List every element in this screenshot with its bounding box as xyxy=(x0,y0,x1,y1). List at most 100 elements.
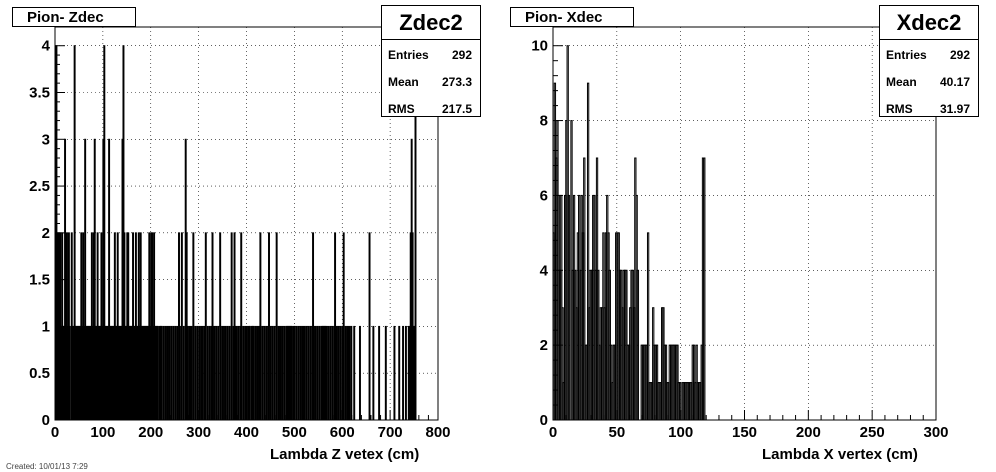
y-tick-label: 6 xyxy=(540,187,548,204)
histogram-bin xyxy=(368,232,371,421)
y-tick-label: 2 xyxy=(540,337,548,354)
chart-xdec: 0 50 100 150 200 250 300 0 2 4 6 8 10 xyxy=(531,26,949,441)
histogram-bin xyxy=(151,232,154,421)
histogram-bin xyxy=(586,82,590,421)
histogram-bin xyxy=(233,232,236,421)
histogram-bin xyxy=(703,157,706,421)
histogram-bin xyxy=(100,232,103,421)
histogram-bin xyxy=(402,325,405,421)
chart-title: Pion- Xdec xyxy=(510,7,634,27)
histogram-bin xyxy=(188,325,191,421)
histogram-bin xyxy=(583,157,586,421)
histogram-bin xyxy=(316,325,319,421)
histogram-bin xyxy=(318,325,321,421)
histogram-bin xyxy=(334,232,337,421)
y-tick-label: 2 xyxy=(42,225,50,242)
histogram-bin xyxy=(358,325,361,421)
histogram-bin xyxy=(275,232,278,421)
histogram-bin xyxy=(196,325,199,421)
histogram-bin xyxy=(67,232,70,421)
histogram-bin xyxy=(162,325,165,421)
histogram-bin xyxy=(70,232,73,421)
y-tick-label: 2.5 xyxy=(29,178,50,195)
histogram-bin xyxy=(237,325,240,421)
stats-rms-label: RMS xyxy=(886,102,913,116)
histogram-bin xyxy=(336,325,338,421)
histogram-bin xyxy=(221,325,224,421)
stats-entries: Entries 292 xyxy=(388,47,472,63)
histogram-bin xyxy=(393,325,396,421)
x-tick-label: 150 xyxy=(732,424,757,441)
x-tick-label: 300 xyxy=(186,424,211,441)
histogram-bin xyxy=(646,232,650,421)
histogram-bin xyxy=(327,325,330,421)
histogram-bin xyxy=(277,325,280,421)
histogram-bin xyxy=(404,325,407,421)
x-tick-label: 200 xyxy=(138,424,163,441)
histogram-bin xyxy=(342,232,345,421)
footer-timestamp: Created: 10/01/13 7:29 xyxy=(6,462,88,471)
histogram-bin xyxy=(166,325,169,421)
histogram-bin xyxy=(172,325,175,421)
histogram-bin xyxy=(201,325,204,421)
histogram-bin xyxy=(178,232,180,421)
histogram-bin xyxy=(337,325,340,421)
histogram-bin xyxy=(339,325,342,421)
histogram-bin xyxy=(164,325,167,421)
histogram-bin xyxy=(73,45,76,421)
y-tick-label: 3 xyxy=(42,131,50,148)
histogram-bin xyxy=(312,232,315,421)
histogram-bin xyxy=(293,325,296,421)
histogram-bin xyxy=(636,269,640,421)
histogram-bin xyxy=(160,325,163,421)
histogram-bin xyxy=(259,232,262,421)
histogram-bin xyxy=(215,325,218,421)
panel-zdec: 0 100 200 300 400 500 600 700 800 0 0.5 1 1.5 2 2.5 3 3.… xyxy=(12,5,481,463)
histogram-bin xyxy=(281,325,284,421)
x-tick-label: 600 xyxy=(330,424,355,441)
histogram-bin xyxy=(153,232,156,421)
histogram-bin xyxy=(303,325,306,421)
histogram-bin xyxy=(127,232,130,421)
histogram-bin xyxy=(211,232,214,421)
histogram-bin xyxy=(223,325,225,421)
stats-histogram-name: Zdec2 xyxy=(382,6,480,40)
y-tick-label: 0 xyxy=(42,412,50,429)
histogram-bin xyxy=(297,325,300,421)
histogram-bin xyxy=(134,232,137,421)
histogram-bin xyxy=(279,325,282,421)
stats-entries-label: Entries xyxy=(886,48,927,62)
x-tick-label: 50 xyxy=(608,424,625,441)
histogram-bin xyxy=(246,325,248,421)
histogram-bin xyxy=(344,325,347,421)
y-tick-label: 0 xyxy=(540,412,548,429)
stats-rms: RMS 31.97 xyxy=(886,101,970,117)
histogram-bin xyxy=(103,45,106,421)
histogram-bin xyxy=(325,325,328,421)
histogram-bin xyxy=(314,325,317,421)
histogram-bin xyxy=(219,232,222,421)
histogram-bin xyxy=(265,325,268,421)
x-tick-label: 700 xyxy=(378,424,403,441)
histogram-bin xyxy=(132,232,135,421)
histogram-bin xyxy=(228,325,231,421)
stats-entries-value: 292 xyxy=(451,48,472,62)
histogram-bin xyxy=(372,325,375,421)
histogram-bin xyxy=(206,325,209,421)
histogram-bin xyxy=(200,325,202,421)
histogram-bin xyxy=(299,325,302,421)
histogram-bin xyxy=(116,232,119,421)
stats-mean-label: Mean xyxy=(886,75,917,89)
histogram-bin xyxy=(84,138,87,421)
y-tick-label: 4 xyxy=(42,38,51,55)
histogram-bin xyxy=(176,325,179,421)
x-tick-label: 0 xyxy=(51,424,59,441)
histogram-bin xyxy=(230,232,233,421)
x-tick-label: 800 xyxy=(425,424,450,441)
histogram-bin xyxy=(108,138,111,421)
axis-ticks: 0 100 200 300 400 500 600 700 800 0 0.5 1 1.5 2 2.5 3 3.… xyxy=(29,38,450,441)
stats-mean-value: 273.3 xyxy=(441,75,472,89)
stats-mean-label: Mean xyxy=(388,75,419,89)
histogram-bin xyxy=(384,325,387,421)
histogram-bin xyxy=(213,325,216,421)
